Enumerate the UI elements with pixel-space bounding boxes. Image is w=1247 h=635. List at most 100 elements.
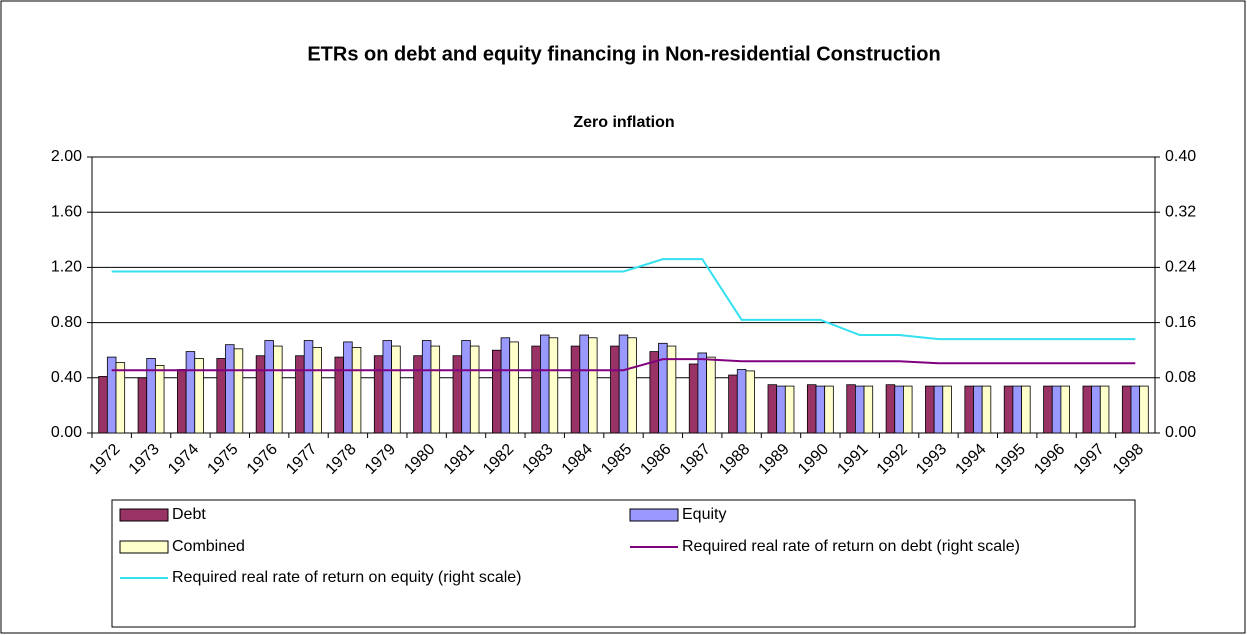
- legend-swatch: [119, 508, 169, 522]
- legend-frame: [111, 499, 1136, 628]
- bar: [98, 376, 108, 434]
- y2-tick-label: 0.08: [1165, 369, 1196, 386]
- bar: [430, 345, 441, 434]
- bar: [706, 356, 716, 434]
- bar: [649, 351, 659, 434]
- bar: [1012, 385, 1022, 434]
- legend-label: Equity: [682, 506, 726, 523]
- bar: [933, 385, 944, 434]
- bar: [1130, 385, 1141, 434]
- bar: [194, 358, 204, 434]
- y2-tick-label: 0.24: [1165, 259, 1196, 276]
- bar: [452, 355, 463, 434]
- bar: [925, 385, 935, 434]
- y-tick-label: 0.40: [51, 369, 82, 386]
- y2-tick-label: 0.16: [1165, 314, 1196, 331]
- bar: [1003, 385, 1014, 434]
- bar: [666, 345, 677, 434]
- bar: [351, 347, 362, 434]
- bar: [382, 340, 393, 434]
- y-tick-label: 1.20: [51, 259, 82, 276]
- bar: [469, 345, 480, 434]
- bar: [964, 385, 974, 434]
- bar: [255, 355, 266, 434]
- bar: [1043, 385, 1053, 434]
- bar: [295, 355, 305, 434]
- bar: [981, 385, 992, 434]
- bar: [824, 385, 834, 434]
- legend-swatch: [629, 508, 679, 522]
- y2-tick-label: 0.32: [1165, 203, 1196, 220]
- y-tick-label: 1.60: [51, 203, 82, 220]
- legend-label: Required real rate of return on debt (ri…: [682, 538, 1020, 555]
- bar: [973, 385, 983, 434]
- bar: [413, 355, 423, 434]
- bar: [1091, 385, 1101, 434]
- bar: [273, 345, 283, 434]
- bar: [806, 384, 817, 434]
- bar: [863, 385, 874, 434]
- bar: [610, 345, 620, 434]
- bar: [154, 364, 165, 434]
- bar: [588, 337, 598, 434]
- bar: [491, 349, 502, 434]
- y2-tick-label: 0.40: [1165, 148, 1196, 165]
- bar: [903, 385, 913, 434]
- bar: [618, 334, 629, 434]
- bar: [1139, 385, 1149, 434]
- bar: [509, 341, 519, 434]
- bar: [137, 377, 148, 434]
- y2-tick-label: 0.00: [1165, 424, 1196, 441]
- bar: [776, 385, 786, 434]
- legend-label: Combined: [172, 538, 245, 555]
- bar: [233, 348, 244, 434]
- bar: [540, 334, 550, 434]
- bar: [579, 334, 589, 434]
- bar: [728, 374, 738, 434]
- bar: [570, 345, 581, 434]
- bar: [767, 384, 778, 434]
- chart-subtitle: Zero inflation: [573, 114, 674, 131]
- bar: [1060, 385, 1070, 434]
- bar: [531, 345, 541, 434]
- chart-title: ETRs on debt and equity financing in Non…: [307, 43, 940, 65]
- bar: [688, 363, 699, 434]
- bar: [461, 340, 471, 434]
- bar: [115, 362, 126, 434]
- legend-label: Required real rate of return on equity (…: [172, 569, 522, 586]
- y-tick-label: 2.00: [51, 148, 82, 165]
- bar: [1121, 385, 1132, 434]
- bar: [1082, 385, 1093, 434]
- bar: [264, 340, 274, 434]
- bar: [885, 384, 896, 434]
- bar: [1099, 385, 1110, 434]
- bar: [225, 344, 235, 434]
- bar: [312, 347, 322, 434]
- bar: [421, 340, 432, 434]
- bar: [177, 369, 187, 434]
- bar: [391, 345, 401, 434]
- bar: [942, 385, 952, 434]
- line-series: [111, 258, 1136, 341]
- bar: [373, 355, 384, 434]
- bar: [697, 352, 707, 434]
- bar: [185, 351, 196, 434]
- bar: [1021, 385, 1031, 434]
- bar: [334, 356, 344, 434]
- bar: [736, 369, 747, 434]
- legend-label: Debt: [172, 506, 206, 523]
- bar: [548, 337, 559, 434]
- bar: [303, 340, 314, 434]
- bar: [745, 370, 756, 434]
- bar: [1051, 385, 1062, 434]
- bar: [894, 385, 904, 434]
- bar: [854, 385, 865, 434]
- legend-swatch: [119, 540, 169, 554]
- bar: [500, 337, 511, 434]
- y-tick-label: 0.80: [51, 314, 82, 331]
- y-tick-label: 0.00: [51, 424, 82, 441]
- bar: [784, 385, 795, 434]
- bar: [815, 385, 826, 434]
- line-series: [111, 358, 1136, 372]
